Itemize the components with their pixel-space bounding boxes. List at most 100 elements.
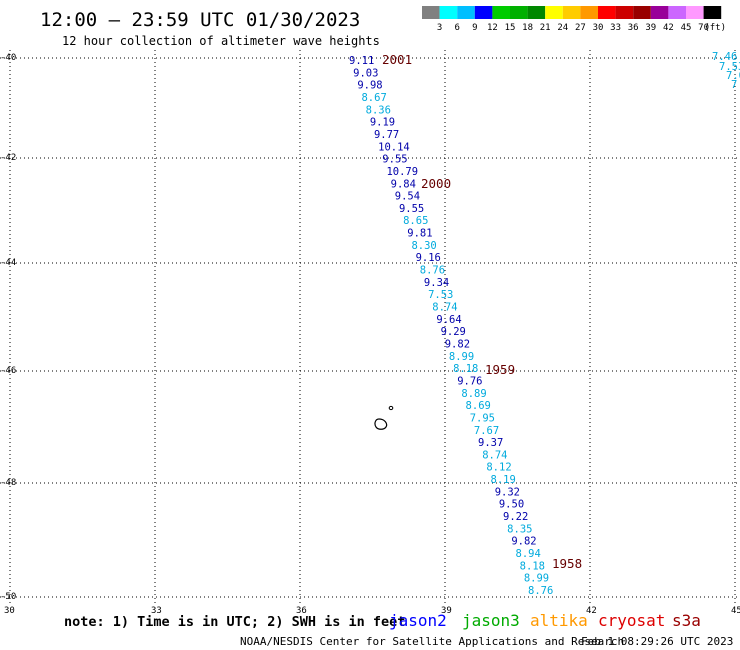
legend-label: 45 <box>681 23 692 33</box>
legend-swatch <box>615 6 634 19</box>
wave-height-value: 9.29 <box>441 326 466 338</box>
wave-height-value: 9.77 <box>374 129 399 141</box>
wave-height-value: 8.19 <box>491 474 516 486</box>
wave-height-value: 9.03 <box>353 67 378 79</box>
wave-height-value: 9.81 <box>407 228 432 240</box>
legend-swatch <box>457 6 475 19</box>
legend-swatch <box>510 6 528 19</box>
latitude-label: -46 <box>0 366 16 376</box>
wave-height-value: 8.74 <box>432 302 457 314</box>
latitude-label: -48 <box>0 478 16 488</box>
legend-label: 27 <box>575 23 586 33</box>
wave-height-value: 9.76 <box>457 375 482 387</box>
legend-label: 12 <box>487 23 498 33</box>
longitude-label: 33 <box>151 606 162 616</box>
edge-wave-value: 7.53 <box>719 61 740 73</box>
footer-note: note: 1) Time is in UTC; 2) SWH is in fe… <box>64 614 405 630</box>
legend-swatch <box>686 6 704 19</box>
latitude-labels: -40 -42 -44 -46 -48 -50 <box>0 53 16 602</box>
wave-height-value: 9.34 <box>424 277 449 289</box>
wave-height-value: 8.94 <box>516 548 541 560</box>
longitude-label: 39 <box>441 606 452 616</box>
map-title: 12:00 — 23:59 UTC 01/30/2023 <box>40 9 360 31</box>
legend-swatch <box>422 6 440 19</box>
latitude-label: -50 <box>0 592 16 602</box>
wave-height-value: 9.84 <box>391 178 416 190</box>
wave-height-value: 9.22 <box>503 511 528 523</box>
latitude-label: -44 <box>0 258 16 268</box>
edge-wave-value: 7.46 <box>712 51 737 63</box>
legend-label: 33 <box>610 23 621 33</box>
legend-label: 18 <box>522 23 533 33</box>
legend-label: 36 <box>628 23 639 33</box>
wave-height-value: 8.76 <box>420 265 445 277</box>
wave-height-value: 8.69 <box>466 400 491 412</box>
legend-swatch <box>492 6 510 19</box>
wave-height-value: 7.67 <box>474 425 499 437</box>
legend-label: 21 <box>540 23 551 33</box>
track-time-label: 1959 <box>485 362 515 377</box>
edge-wave-value: 7.0 <box>726 70 740 82</box>
wave-height-value: 8.67 <box>361 92 386 104</box>
wave-height-value: 7.53 <box>428 289 453 301</box>
wave-height-value: 8.65 <box>403 215 428 227</box>
satellite-s3a-label: s3a <box>672 611 701 630</box>
legend-swatch <box>439 6 458 19</box>
wave-height-value: 9.32 <box>495 486 520 498</box>
wave-height-value: 9.64 <box>436 314 461 326</box>
wave-height-value: 8.18 <box>520 560 545 572</box>
satellite-jason3-label: jason3 <box>462 611 520 630</box>
footer-timestamp: Feb 1 08:29:26 UTC 2023 <box>581 635 733 648</box>
wave-height-value: 8.74 <box>482 449 507 461</box>
legend-label: 9 <box>472 23 477 33</box>
island-outline <box>374 418 388 430</box>
wave-height-value: 8.30 <box>411 240 436 252</box>
wave-height-value: 9.54 <box>395 191 420 203</box>
longitude-label: 42 <box>586 606 597 616</box>
legend-label: 3 <box>437 23 442 33</box>
legend-label: 24 <box>557 23 568 33</box>
longitude-label: 45 <box>731 606 740 616</box>
legend-label: 39 <box>645 23 656 33</box>
wave-height-value: 9.11 <box>349 55 374 67</box>
longitude-labels: 30 33 36 39 42 45 <box>4 606 740 616</box>
islet-outline <box>388 405 394 411</box>
legend-swatch <box>703 6 722 19</box>
wave-height-value: 8.99 <box>449 351 474 363</box>
latitude-label: -42 <box>0 153 16 163</box>
wave-height-value: 10.79 <box>386 166 418 178</box>
legend-swatch <box>580 6 598 19</box>
legend-swatch <box>474 6 493 19</box>
longitude-label: 30 <box>4 606 15 616</box>
color-legend: 3 6 9 12 15 18 21 24 27 30 33 36 39 42 45 70(ft) <box>422 6 726 33</box>
legend-label: 30 <box>593 23 604 33</box>
wave-height-value: 7.95 <box>470 412 495 424</box>
track-time-labels: 2001 2000 1959 1958 <box>382 52 582 571</box>
satellite-altika-label: altika <box>530 611 588 630</box>
map-subtitle: 12 hour collection of altimeter wave hei… <box>62 34 380 48</box>
satellite-jason2-label: jason2 <box>389 611 447 630</box>
wave-height-value: 8.12 <box>486 462 511 474</box>
satellite-cryosat-label: cryosat <box>598 611 665 630</box>
wave-height-value: 9.82 <box>511 536 536 548</box>
wave-height-value: 8.76 <box>528 585 553 597</box>
wave-height-value: 9.37 <box>478 437 503 449</box>
wave-height-track: 9.119.039.988.678.369.199.7710.149.5510.… <box>349 55 553 597</box>
wave-height-value: 8.18 <box>453 363 478 375</box>
legend-swatch <box>545 6 563 19</box>
wave-height-value: 9.55 <box>399 203 424 215</box>
track-time-label: 2001 <box>382 52 412 67</box>
wave-height-value: 9.50 <box>499 499 524 511</box>
wave-height-value: 8.36 <box>366 104 391 116</box>
latitude-label: -40 <box>0 53 16 63</box>
wave-height-value: 9.19 <box>370 117 395 129</box>
legend-label: 15 <box>505 23 516 33</box>
legend-swatch <box>562 6 581 19</box>
edge-wave-value: 7 <box>731 79 737 91</box>
legend-label: (ft) <box>704 23 726 33</box>
wave-height-value: 8.99 <box>524 573 549 585</box>
legend-swatch <box>650 6 669 19</box>
satellite-legend: jason2 jason3 altika cryosat s3a <box>389 611 701 630</box>
wave-height-value: 9.82 <box>445 338 470 350</box>
